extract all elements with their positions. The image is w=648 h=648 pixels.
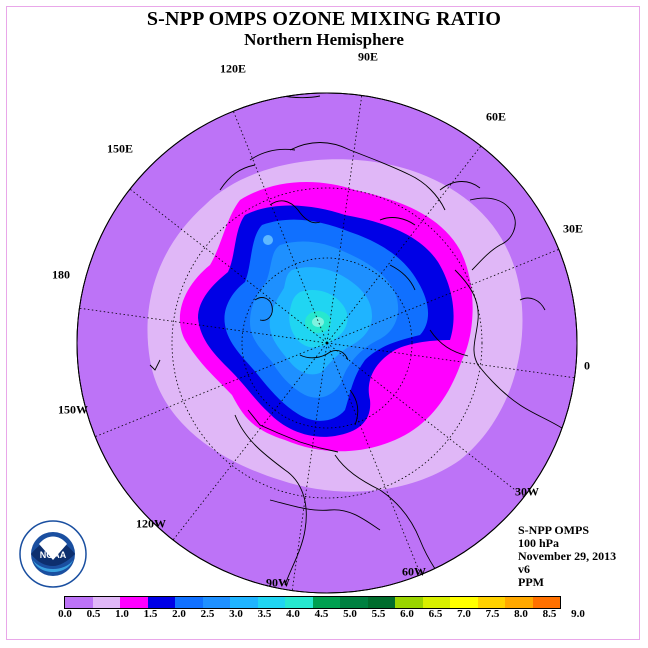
color-bar-swatch <box>505 597 533 608</box>
color-bar-tick-label: 3.5 <box>257 608 272 620</box>
info-instrument: S-NPP OMPS <box>518 523 589 537</box>
info-version: v6 <box>518 562 530 576</box>
meridian-line <box>129 188 328 344</box>
color-bar-swatch <box>285 597 313 608</box>
color-bar-swatch <box>120 597 148 608</box>
color-bar-tick-label: 1.0 <box>115 608 129 620</box>
meridian-line <box>79 307 328 344</box>
meridian-line <box>326 342 575 379</box>
color-bar-swatch <box>65 597 93 608</box>
meridian-line <box>326 248 559 344</box>
lon-label-60w: 60W <box>402 564 426 579</box>
graticule <box>171 187 483 499</box>
lon-label-120w: 120W <box>136 516 166 531</box>
lon-label-150w: 150W <box>58 402 88 417</box>
map-boundary <box>76 92 578 594</box>
ozone-contours <box>147 159 523 492</box>
color-bar-swatch <box>92 597 120 608</box>
lon-label-90w: 90W <box>266 575 290 590</box>
meridians <box>79 95 575 591</box>
coastlines <box>149 93 566 591</box>
color-bar-swatch <box>257 597 285 608</box>
color-bar-swatch <box>175 597 203 608</box>
noaa-logo: NOAA <box>19 520 87 588</box>
meridian-line <box>326 342 422 575</box>
color-bar-tick-label: 6.0 <box>400 608 414 620</box>
info-units: PPM <box>518 575 544 589</box>
color-bar-tick-label: 0.5 <box>86 608 101 620</box>
color-bar-tick-label: 2.0 <box>172 608 186 620</box>
lon-label-30w: 30W <box>515 484 539 499</box>
color-bar-swatch <box>202 597 230 608</box>
meridian-line <box>172 342 328 541</box>
color-bar-swatch <box>312 597 340 608</box>
map-title: S-NPP OMPS OZONE MIXING RATIO <box>146 8 502 30</box>
lon-label-120e: 120E <box>219 61 247 76</box>
color-bar-swatch <box>477 597 505 608</box>
color-bar-swatch <box>230 597 258 608</box>
color-bar-swatch <box>532 597 560 608</box>
color-bar-tick-label: 8.5 <box>542 608 557 620</box>
lon-label-60e: 60E <box>485 109 507 124</box>
color-bar-swatch <box>422 597 450 608</box>
color-bar-tick-label: 6.5 <box>428 608 443 620</box>
info-level: 100 hPa <box>518 536 560 550</box>
color-bar-tick-label: 5.0 <box>343 608 357 620</box>
plot-frame <box>6 6 640 640</box>
lon-label-0: 0 <box>584 358 590 373</box>
color-bar-tick-label: 1.5 <box>143 608 158 620</box>
color-bar-swatch <box>367 597 395 608</box>
color-bar-tick-label: 4.0 <box>286 608 300 620</box>
color-bar <box>64 596 561 609</box>
meridian-line <box>95 342 328 438</box>
lon-label-30e: 30E <box>562 221 584 236</box>
contour-peak <box>312 317 324 327</box>
meridian-line <box>326 342 525 498</box>
color-bar-tick-label: 7.5 <box>485 608 500 620</box>
color-bar-tick-label: 5.5 <box>371 608 386 620</box>
map-subtitle: Northern Hemisphere <box>244 30 404 49</box>
meridian-line <box>232 111 328 344</box>
meridian-line <box>326 95 363 344</box>
color-bar-tick-label: 7.0 <box>457 608 471 620</box>
lon-label-90e: 90E <box>357 49 379 64</box>
color-bar-tick-label: 9.0 <box>571 608 585 620</box>
color-bar-tick-label: 4.5 <box>314 608 329 620</box>
color-bar-tick-label: 3.0 <box>229 608 243 620</box>
meridian-line <box>291 342 328 591</box>
color-bar-swatch <box>450 597 478 608</box>
lon-label-150e: 150E <box>106 141 134 156</box>
lon-label-180: 180 <box>52 267 70 282</box>
product-info: S-NPP OMPS 100 hPa November 29, 2013 v6 … <box>518 524 616 589</box>
color-bar-swatch <box>147 597 175 608</box>
color-bar-tick-label: 0.0 <box>58 608 72 620</box>
meridian-line <box>326 145 482 344</box>
color-bar-swatch <box>395 597 423 608</box>
color-bar-ticks: 0.0 0.5 1.0 1.5 2.0 2.5 3.0 3.5 4.0 4.5 5.0 5.5 6.0 6… <box>0 608 648 624</box>
color-bar-tick-label: 2.5 <box>200 608 215 620</box>
contour-spot <box>263 235 273 245</box>
info-date: November 29, 2013 <box>518 549 617 563</box>
color-bar-tick-label: 8.0 <box>514 608 528 620</box>
color-bar-swatch <box>340 597 368 608</box>
logo-text: NOAA <box>40 550 67 560</box>
